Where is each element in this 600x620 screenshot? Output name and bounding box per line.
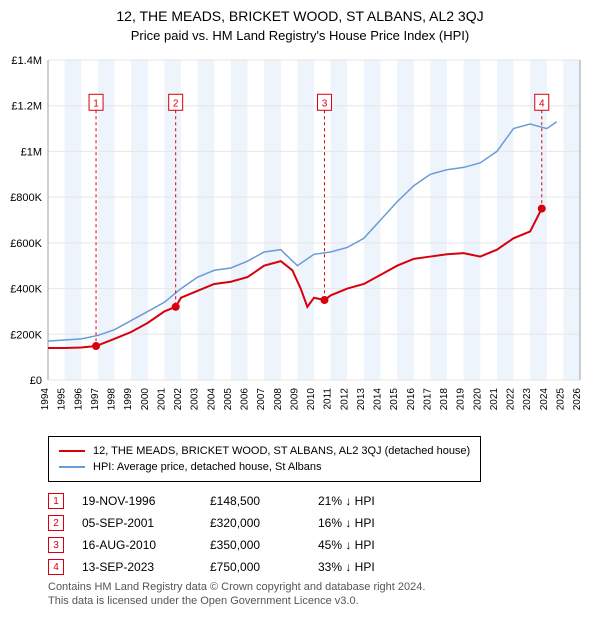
svg-text:2016: 2016: [406, 388, 417, 411]
svg-text:2004: 2004: [206, 388, 217, 411]
page-title: 12, THE MEADS, BRICKET WOOD, ST ALBANS, …: [0, 0, 600, 24]
row-price: £148,500: [210, 494, 300, 508]
svg-text:2023: 2023: [522, 388, 533, 411]
legend-swatch: [59, 466, 85, 468]
row-price: £750,000: [210, 560, 300, 574]
svg-text:£0: £0: [30, 375, 42, 387]
svg-text:2002: 2002: [173, 388, 184, 411]
svg-text:£400K: £400K: [10, 284, 42, 296]
svg-text:1996: 1996: [73, 388, 84, 411]
svg-text:2001: 2001: [156, 388, 167, 411]
table-row: 1 19-NOV-1996 £148,500 21% ↓ HPI: [48, 490, 428, 512]
svg-text:1998: 1998: [107, 388, 118, 411]
svg-text:2018: 2018: [439, 388, 450, 411]
caption-line-2: This data is licensed under the Open Gov…: [48, 594, 425, 608]
svg-text:2003: 2003: [190, 388, 201, 411]
row-marker: 4: [48, 559, 64, 575]
svg-text:2007: 2007: [256, 388, 267, 411]
svg-text:4: 4: [539, 98, 545, 109]
svg-text:2015: 2015: [389, 388, 400, 411]
row-delta: 16% ↓ HPI: [318, 516, 428, 530]
legend-row: HPI: Average price, detached house, St A…: [59, 459, 470, 475]
row-date: 13-SEP-2023: [82, 560, 192, 574]
svg-text:2000: 2000: [140, 388, 151, 411]
row-date: 16-AUG-2010: [82, 538, 192, 552]
svg-text:2020: 2020: [472, 388, 483, 411]
legend-label: 12, THE MEADS, BRICKET WOOD, ST ALBANS, …: [93, 443, 470, 459]
row-delta: 21% ↓ HPI: [318, 494, 428, 508]
svg-text:2019: 2019: [456, 388, 467, 411]
row-marker: 2: [48, 515, 64, 531]
row-date: 05-SEP-2001: [82, 516, 192, 530]
table-row: 3 16-AUG-2010 £350,000 45% ↓ HPI: [48, 534, 428, 556]
svg-text:1999: 1999: [123, 388, 134, 411]
svg-text:2013: 2013: [356, 388, 367, 411]
price-chart: £0 £200K £400K £600K £800K £1M £1.2M £1.4M 1994 1…: [0, 50, 600, 430]
svg-text:2024: 2024: [539, 388, 550, 411]
svg-text:2008: 2008: [273, 388, 284, 411]
row-marker: 1: [48, 493, 64, 509]
svg-text:£800K: £800K: [10, 192, 42, 204]
svg-text:2: 2: [173, 98, 179, 109]
svg-text:£1.4M: £1.4M: [11, 55, 42, 67]
svg-text:2026: 2026: [572, 388, 583, 411]
svg-text:2009: 2009: [289, 388, 300, 411]
legend-row: 12, THE MEADS, BRICKET WOOD, ST ALBANS, …: [59, 443, 470, 459]
svg-text:1995: 1995: [57, 388, 68, 411]
svg-text:£200K: £200K: [10, 329, 42, 341]
caption-line-1: Contains HM Land Registry data © Crown c…: [48, 580, 425, 594]
table-row: 4 13-SEP-2023 £750,000 33% ↓ HPI: [48, 556, 428, 578]
svg-text:2021: 2021: [489, 388, 500, 411]
legend: 12, THE MEADS, BRICKET WOOD, ST ALBANS, …: [48, 436, 481, 482]
svg-text:2014: 2014: [373, 388, 384, 411]
svg-text:£1.2M: £1.2M: [11, 101, 42, 113]
svg-text:£600K: £600K: [10, 238, 42, 250]
row-delta: 45% ↓ HPI: [318, 538, 428, 552]
svg-text:3: 3: [322, 98, 328, 109]
svg-text:2005: 2005: [223, 388, 234, 411]
svg-text:2011: 2011: [323, 388, 334, 410]
svg-text:2022: 2022: [506, 388, 517, 411]
row-delta: 33% ↓ HPI: [318, 560, 428, 574]
legend-swatch: [59, 450, 85, 452]
svg-text:2012: 2012: [339, 388, 350, 411]
svg-text:1997: 1997: [90, 388, 101, 411]
svg-text:£1M: £1M: [21, 146, 42, 158]
row-marker: 3: [48, 537, 64, 553]
caption: Contains HM Land Registry data © Crown c…: [48, 580, 425, 608]
row-date: 19-NOV-1996: [82, 494, 192, 508]
svg-text:1994: 1994: [40, 388, 51, 411]
svg-text:1: 1: [93, 98, 99, 109]
svg-text:2017: 2017: [422, 388, 433, 411]
svg-text:2025: 2025: [555, 388, 566, 411]
row-price: £320,000: [210, 516, 300, 530]
table-row: 2 05-SEP-2001 £320,000 16% ↓ HPI: [48, 512, 428, 534]
row-price: £350,000: [210, 538, 300, 552]
legend-label: HPI: Average price, detached house, St A…: [93, 459, 322, 475]
page-subtitle: Price paid vs. HM Land Registry's House …: [0, 24, 600, 43]
transactions-table: 1 19-NOV-1996 £148,500 21% ↓ HPI 2 05-SEP-200…: [48, 490, 428, 578]
svg-text:2006: 2006: [240, 388, 251, 411]
svg-text:2010: 2010: [306, 388, 317, 411]
